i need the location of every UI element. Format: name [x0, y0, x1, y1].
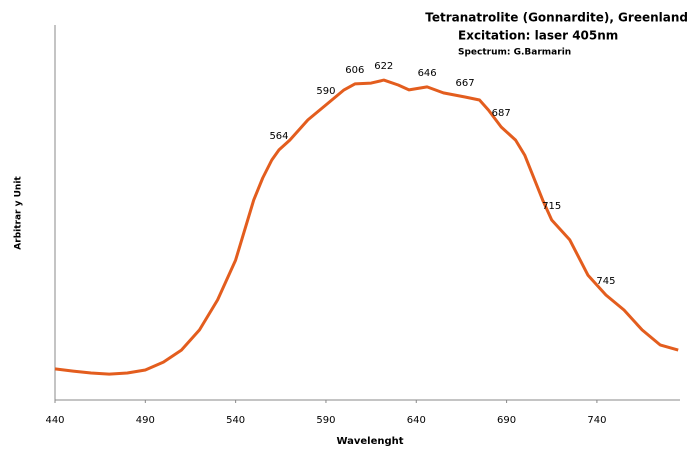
peak-label: 564 — [269, 131, 288, 142]
credit: Spectrum: G.Barmarin — [458, 48, 571, 58]
x-tick-label: 640 — [407, 415, 426, 426]
peak-label: 745 — [596, 276, 615, 287]
y-axis-label: Arbitrar y Unit — [14, 176, 24, 250]
x-tick-label: 490 — [136, 415, 155, 426]
chart-subtitle: Excitation: laser 405nm — [458, 29, 618, 43]
chart-title: Tetranatrolite (Gonnardite), Greenland — [425, 11, 688, 25]
peak-label: 667 — [455, 78, 474, 89]
peak-label: 590 — [316, 86, 335, 97]
x-tick-label: 590 — [316, 415, 335, 426]
x-tick-label: 740 — [587, 415, 606, 426]
peak-label: 715 — [542, 201, 561, 212]
spectrum-line — [54, 78, 679, 376]
x-tick-label: 690 — [497, 415, 516, 426]
peak-label: 687 — [492, 108, 511, 119]
peak-label: 646 — [418, 68, 437, 79]
x-tick-label: 440 — [45, 415, 64, 426]
peak-label: 622 — [374, 61, 393, 72]
x-axis-label: Wavelenght — [336, 436, 403, 447]
x-tick-label: 540 — [226, 415, 245, 426]
peak-label: 606 — [345, 65, 364, 76]
